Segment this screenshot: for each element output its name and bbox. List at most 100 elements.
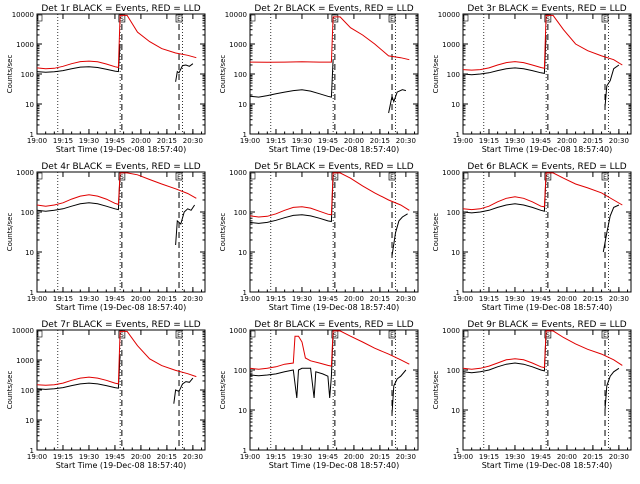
y-tick-label: 1 bbox=[30, 131, 34, 139]
y-axis-label: Counts/sec bbox=[219, 213, 227, 252]
y-tick-label: 10000 bbox=[12, 11, 34, 19]
panel-4: Det 4r BLACK = Events, RED = LLD 1 10 100 10… bbox=[6, 162, 206, 312]
series-lld-line bbox=[462, 172, 623, 211]
marker-box bbox=[601, 172, 609, 181]
y-tick-label: 10 bbox=[451, 407, 460, 415]
marker-box bbox=[175, 14, 183, 23]
x-tick-label: 19:15 bbox=[53, 295, 73, 303]
y-axis-label: Counts/sec bbox=[6, 371, 14, 410]
series-events-line bbox=[462, 34, 547, 76]
y-axis-label: Counts/sec bbox=[432, 55, 440, 94]
panel-3: Det 3r BLACK = Events, RED = LLD 1 10 100 10… bbox=[432, 4, 632, 154]
y-tick-label: 1000 bbox=[16, 169, 34, 177]
series-events-line bbox=[462, 173, 547, 214]
corner-marker bbox=[463, 330, 469, 338]
marker-label: E bbox=[177, 174, 181, 181]
series-events-line bbox=[36, 354, 121, 390]
y-tick-label: 10000 bbox=[438, 11, 460, 19]
x-tick-label: 19:45 bbox=[531, 295, 551, 303]
y-tick-label: 100 bbox=[21, 387, 34, 395]
plot-frame bbox=[462, 329, 632, 451]
panel-6: Det 6r BLACK = Events, RED = LLD 1 10 100 10… bbox=[432, 162, 632, 312]
marker-label: E bbox=[177, 332, 181, 339]
y-tick-label: 10 bbox=[238, 249, 247, 257]
corner-marker bbox=[250, 14, 256, 22]
y-tick-label: 1 bbox=[30, 447, 34, 455]
y-tick-label: 100 bbox=[234, 209, 247, 217]
y-tick-label: 1 bbox=[456, 447, 460, 455]
y-tick-label: 100 bbox=[447, 209, 460, 217]
x-tick-label: 19:15 bbox=[53, 453, 73, 461]
x-tick-label: 20:30 bbox=[396, 295, 416, 303]
plot-frame bbox=[462, 171, 632, 293]
corner-marker bbox=[37, 172, 43, 180]
panel-title: Det 9r BLACK = Events, RED = LLD bbox=[467, 320, 626, 330]
x-tick-label: 19:15 bbox=[479, 137, 499, 145]
series-lld-line bbox=[249, 16, 410, 63]
x-axis-label: Start Time (19-Dec-08 18:57:40) bbox=[482, 461, 613, 470]
y-tick-label: 100 bbox=[21, 209, 34, 217]
y-tick-label: 10 bbox=[451, 249, 460, 257]
series-lld-line bbox=[249, 330, 410, 370]
marker-label: E bbox=[390, 174, 394, 181]
x-tick-label: 19:30 bbox=[505, 137, 525, 145]
marker-label: S bbox=[333, 16, 337, 23]
series-events-line bbox=[391, 369, 407, 414]
plot-frame bbox=[249, 329, 419, 451]
x-tick-label: 19:30 bbox=[79, 137, 99, 145]
marker-label: S bbox=[120, 16, 124, 23]
x-axis-label: Start Time (19-Dec-08 18:57:40) bbox=[269, 303, 400, 312]
y-axis-label: Counts/sec bbox=[219, 371, 227, 410]
x-tick-label: 19:45 bbox=[318, 137, 338, 145]
x-tick-label: 20:30 bbox=[183, 137, 203, 145]
x-tick-label: 20:15 bbox=[370, 453, 390, 461]
x-tick-label: 19:00 bbox=[27, 453, 47, 461]
series-events-line bbox=[391, 213, 408, 256]
y-tick-label: 1 bbox=[456, 289, 460, 297]
x-tick-label: 19:15 bbox=[266, 453, 286, 461]
x-tick-label: 20:00 bbox=[131, 453, 151, 461]
marker-label: S bbox=[333, 174, 337, 181]
x-tick-label: 20:15 bbox=[157, 295, 177, 303]
y-tick-label: 1 bbox=[456, 131, 460, 139]
marker-box bbox=[388, 330, 396, 339]
series-lld-line bbox=[462, 330, 623, 370]
x-tick-label: 20:00 bbox=[557, 453, 577, 461]
x-tick-label: 20:00 bbox=[131, 295, 151, 303]
y-tick-label: 10 bbox=[25, 249, 34, 257]
plot-frame bbox=[462, 13, 632, 135]
x-tick-label: 20:30 bbox=[609, 453, 629, 461]
marker-label: S bbox=[546, 16, 550, 23]
x-tick-label: 20:30 bbox=[183, 295, 203, 303]
x-tick-label: 19:15 bbox=[266, 137, 286, 145]
x-tick-label: 20:30 bbox=[609, 295, 629, 303]
x-tick-label: 20:15 bbox=[583, 295, 603, 303]
panel-title: Det 7r BLACK = Events, RED = LLD bbox=[41, 320, 200, 330]
x-axis-label: Start Time (19-Dec-08 18:57:40) bbox=[269, 461, 400, 470]
x-axis-label: Start Time (19-Dec-08 18:57:40) bbox=[56, 145, 187, 154]
x-tick-label: 20:00 bbox=[131, 137, 151, 145]
x-tick-label: 19:15 bbox=[53, 137, 73, 145]
x-tick-label: 20:00 bbox=[344, 137, 364, 145]
y-tick-label: 1 bbox=[243, 447, 247, 455]
x-tick-label: 19:00 bbox=[27, 137, 47, 145]
x-axis-label: Start Time (19-Dec-08 18:57:40) bbox=[482, 303, 613, 312]
x-tick-label: 19:45 bbox=[318, 295, 338, 303]
series-lld-line bbox=[36, 14, 197, 70]
series-events-line bbox=[388, 89, 407, 114]
marker-label: S bbox=[546, 174, 550, 181]
y-tick-label: 1000 bbox=[16, 357, 34, 365]
marker-box bbox=[175, 172, 183, 181]
marker-label: E bbox=[603, 16, 607, 23]
series-events-line bbox=[249, 333, 334, 399]
x-tick-label: 19:15 bbox=[266, 295, 286, 303]
marker-label: E bbox=[603, 332, 607, 339]
corner-marker bbox=[37, 330, 43, 338]
series-events-line bbox=[602, 204, 620, 253]
x-tick-label: 19:15 bbox=[479, 295, 499, 303]
x-tick-label: 19:30 bbox=[505, 453, 525, 461]
corner-marker bbox=[463, 172, 469, 180]
series-events-line bbox=[175, 204, 196, 246]
y-tick-label: 100 bbox=[234, 367, 247, 375]
